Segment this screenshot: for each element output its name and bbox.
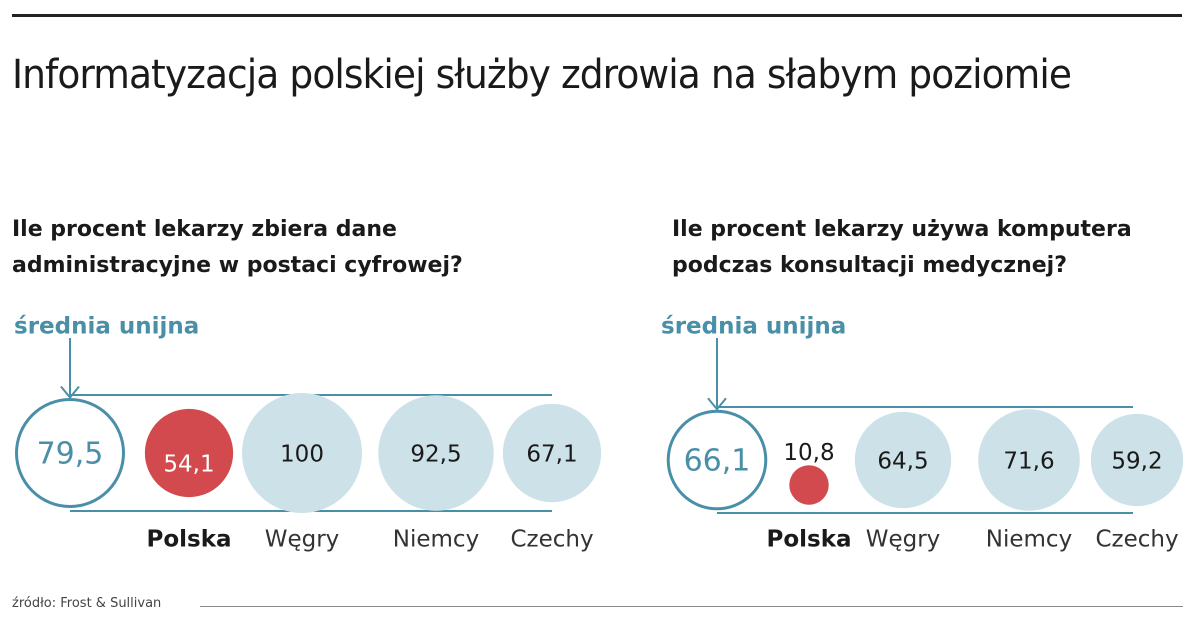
chart-1-category-polska: Polska	[146, 527, 231, 553]
chart-1-reference-bubble	[15, 398, 125, 508]
chart-1-title: Ile procent lekarzy zbiera dane administ…	[12, 217, 463, 278]
chart-1-value-polska: 54,1	[163, 452, 214, 478]
source-rule	[200, 606, 1183, 607]
chart-2-category-węgry: Węgry	[866, 527, 941, 553]
chart-2-reference-value: 66,1	[684, 444, 751, 479]
chart-1-value-węgry: 100	[280, 442, 324, 468]
chart-1-value-czechy: 67,1	[526, 442, 577, 468]
chart-1-category-czechy: Czechy	[510, 527, 593, 553]
chart-2-value-węgry: 64,5	[877, 449, 928, 475]
chart-1-category-węgry: Węgry	[265, 527, 340, 553]
chart-2-value-czechy: 59,2	[1111, 449, 1162, 475]
chart-2-reference-label: średnia unijna	[661, 314, 846, 340]
chart-2-bubble-niemcy	[978, 409, 1080, 511]
top-rule	[12, 14, 1182, 17]
source-note: źródło: Frost & Sullivan	[12, 596, 162, 611]
chart-1-bubble-polska	[144, 408, 234, 498]
chart-2-category-niemcy: Niemcy	[986, 527, 1072, 553]
chart-1-reference-value: 79,5	[37, 437, 104, 472]
chart-1-reference-label: średnia unijna	[14, 314, 199, 340]
chart-2-bubble-polska	[789, 465, 829, 505]
chart-1-category-niemcy: Niemcy	[393, 527, 479, 553]
chart-2-reference-arrow-head	[707, 397, 727, 411]
chart-2-category-czechy: Czechy	[1095, 527, 1178, 553]
chart-1-bubble-niemcy	[378, 395, 494, 511]
chart-2-reference-bubble	[666, 409, 768, 511]
chart-2-value-polska: 10,8	[783, 440, 834, 466]
page-title: Informatyzacja polskiej służby zdrowia n…	[12, 52, 1072, 98]
chart-2-bubble-węgry	[854, 411, 952, 509]
chart-2-category-polska: Polska	[766, 527, 851, 553]
chart-2-value-niemcy: 71,6	[1003, 449, 1054, 475]
chart-2-bubble-czechy	[1090, 413, 1184, 507]
chart-2-title: Ile procent lekarzy używa komputera podc…	[672, 217, 1132, 278]
chart-1-reference-arrow-head	[60, 385, 80, 400]
chart-1-bubble-węgry	[242, 393, 362, 513]
chart-1-bubble-czechy	[502, 403, 602, 503]
chart-1-value-niemcy: 92,5	[410, 442, 461, 468]
